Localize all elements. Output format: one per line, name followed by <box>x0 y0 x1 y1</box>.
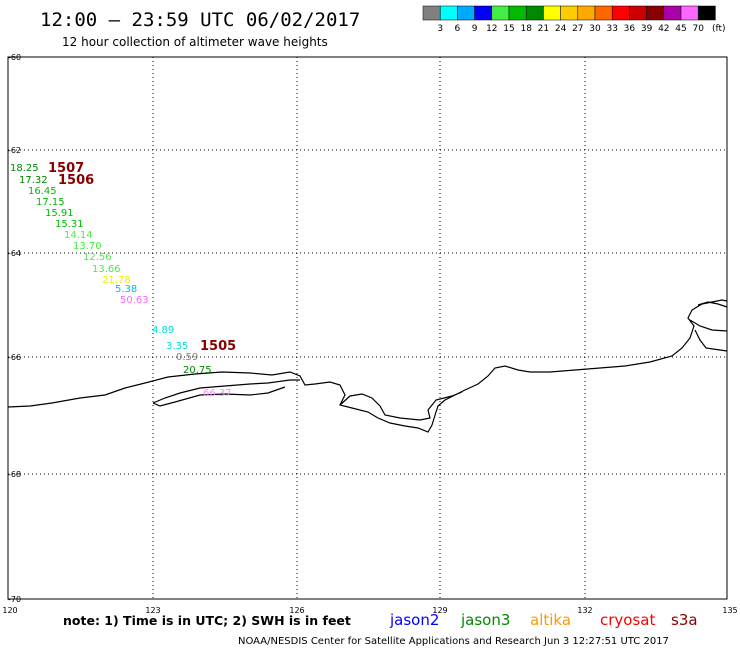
colorbar-swatch <box>439 5 458 21</box>
colorbar-swatch <box>577 5 596 21</box>
colorbar-swatch <box>611 5 630 21</box>
longitude-labels: 120 123 126 129 132 135 <box>2 606 737 615</box>
colorbar-legend: 3 6 9 12 15 18 21 24 27 30 33 36 39 42 45 70 <box>422 5 716 34</box>
colorbar-label: 42 <box>658 24 669 34</box>
observation-value: 15.91 <box>45 208 74 219</box>
lat-label: -66 <box>8 353 21 362</box>
footer-credit: NOAA/NESDIS Center for Satellite Applica… <box>238 636 669 647</box>
colorbar-label: 6 <box>455 24 461 34</box>
colorbar-label: 21 <box>538 24 549 34</box>
colorbar-swatch <box>646 5 665 21</box>
colorbar-swatch <box>594 5 613 21</box>
colorbar-swatch <box>543 5 561 21</box>
colorbar-swatch <box>422 5 441 21</box>
observation-value: 4.89 <box>152 325 174 336</box>
colorbar-swatch <box>560 5 579 21</box>
legend-cryosat: cryosat <box>600 611 655 629</box>
colorbar-label: 45 <box>675 24 686 34</box>
latitude-labels: -60 -62 -64 -66 -68 -70 <box>8 53 21 604</box>
map-title: 12:00 — 23:59 UTC 06/02/2017 <box>40 9 360 31</box>
colorbar-label: 33 <box>606 24 617 34</box>
legend-jason3: jason3 <box>460 611 510 629</box>
coastline-bay <box>339 391 463 421</box>
colorbar-swatch <box>663 5 682 21</box>
colorbar-swatch <box>457 5 475 21</box>
colorbar-swatch <box>508 5 527 21</box>
lon-label: 123 <box>145 606 160 615</box>
colorbar-swatch <box>491 5 510 21</box>
colorbar-label: 70 <box>692 24 704 34</box>
colorbar-label: 3 <box>437 24 443 34</box>
lon-label: 132 <box>577 606 592 615</box>
colorbar-label: 30 <box>589 24 601 34</box>
observation-value: 21.78 <box>102 275 131 286</box>
colorbar-label: 18 <box>520 24 532 34</box>
colorbar-label: 9 <box>472 24 478 34</box>
observation-value: 17.32 <box>19 175 48 186</box>
lon-label: 135 <box>722 606 737 615</box>
lat-label: -68 <box>8 470 21 479</box>
colorbar-swatch <box>629 5 647 21</box>
colorbar-swatch <box>474 5 493 21</box>
colorbar-label: 39 <box>641 24 653 34</box>
observation-value: 0.59 <box>176 352 198 363</box>
coastline-inlet <box>152 379 300 407</box>
orbit-number: 1507 <box>48 161 84 176</box>
graticule <box>8 57 727 599</box>
lon-label: 129 <box>432 606 447 615</box>
colorbar-swatch <box>680 5 699 21</box>
footer-note: note: 1) Time is in UTC; 2) SWH is in fe… <box>63 613 351 628</box>
colorbar-label: 15 <box>503 24 514 34</box>
observation-value: 20.75 <box>183 365 212 376</box>
observation-value: 14.14 <box>64 230 93 241</box>
coastline-peninsula <box>689 301 728 332</box>
orbit-number: 1505 <box>200 339 236 354</box>
map-subtitle: 12 hour collection of altimeter wave hei… <box>62 35 328 49</box>
antarctic-coastline <box>7 299 728 433</box>
legend-jason2: jason2 <box>389 611 439 629</box>
observation-value: 50.63 <box>120 295 149 306</box>
observation-value: 17.15 <box>36 197 65 208</box>
colorbar-label: 24 <box>555 24 567 34</box>
lat-label: -60 <box>8 53 21 62</box>
colorbar-swatch <box>697 5 716 21</box>
lon-label: 120 <box>2 606 17 615</box>
observation-value: 13.66 <box>92 264 121 275</box>
colorbar-swatch <box>525 5 544 21</box>
lon-label: 126 <box>289 606 304 615</box>
coastline-east-island <box>694 329 728 352</box>
observation-value: 5.38 <box>115 284 137 295</box>
map-frame <box>7 56 728 600</box>
observation-value: 18.25 <box>10 163 39 174</box>
lat-label: -70 <box>8 595 21 604</box>
legend-altika: altika <box>530 611 571 629</box>
observation-value: 12.56 <box>83 252 112 263</box>
observation-value: 16.45 <box>28 186 57 197</box>
colorbar-unit: (ft) <box>712 24 726 34</box>
wave-height-observations: 18.25 1507 17.32 1506 16.45 17.15 15.91 … <box>10 161 236 399</box>
observation-value: 66.37 <box>203 388 232 399</box>
legend-s3a: s3a <box>671 611 698 629</box>
lat-label: -62 <box>8 146 21 155</box>
observation-value: 13.70 <box>73 241 102 252</box>
colorbar-label: 36 <box>624 24 636 34</box>
lat-label: -64 <box>8 249 21 258</box>
colorbar-label: 27 <box>572 24 583 34</box>
observation-value: 15.31 <box>55 219 84 230</box>
colorbar-label: 12 <box>486 24 497 34</box>
orbit-number: 1506 <box>58 173 94 188</box>
observation-value: 3.35 <box>166 341 188 352</box>
